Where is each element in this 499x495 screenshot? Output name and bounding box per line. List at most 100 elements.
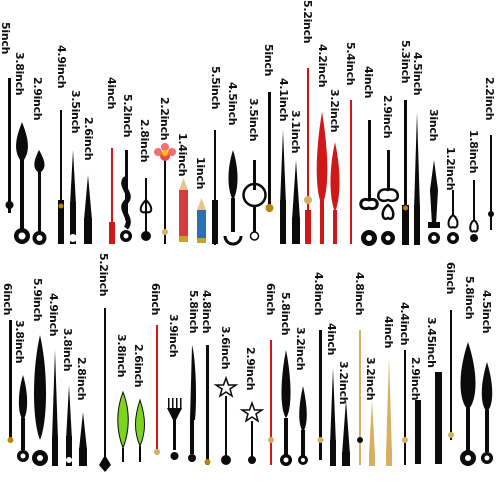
size-label: 3.45inch bbox=[425, 317, 438, 368]
size-label: 3.8inch bbox=[13, 52, 26, 95]
clock-hand bbox=[447, 190, 459, 244]
size-label: 5.2inch bbox=[121, 94, 134, 137]
clock-hand bbox=[415, 400, 421, 464]
flower-icon bbox=[154, 143, 176, 161]
size-label: 2.9inch bbox=[31, 77, 44, 120]
clock-hand bbox=[154, 325, 160, 455]
size-label: 3.2inch bbox=[364, 357, 377, 400]
size-label: 6inch bbox=[1, 283, 14, 315]
size-label: 4.2inch bbox=[316, 44, 329, 87]
clock-hand bbox=[204, 345, 211, 465]
size-label: 6inch bbox=[264, 283, 277, 315]
clock-hand bbox=[317, 330, 324, 460]
clock-hand bbox=[212, 130, 218, 245]
clock-hand bbox=[292, 160, 300, 244]
size-label: 2.2inch bbox=[158, 97, 171, 140]
clock-hand bbox=[223, 150, 243, 246]
size-label: 4.5inch bbox=[226, 82, 239, 125]
bottom-row-hands bbox=[7, 308, 493, 472]
size-label: 5.2inch bbox=[97, 253, 110, 296]
clock-hand bbox=[135, 398, 145, 462]
size-label: 5.8inch bbox=[279, 292, 292, 335]
clock-hand bbox=[7, 320, 14, 443]
size-label: 1.4inch bbox=[176, 133, 189, 176]
size-label: 5.8inch bbox=[463, 276, 476, 319]
clock-hand bbox=[99, 308, 111, 472]
size-label: 2.6inch bbox=[82, 117, 95, 160]
clock-hand bbox=[69, 150, 77, 244]
clock-hand bbox=[117, 390, 129, 462]
clock-hand bbox=[377, 150, 399, 245]
size-label: 4.9inch bbox=[55, 45, 68, 88]
clock-hand bbox=[280, 130, 286, 244]
clock-hand bbox=[84, 175, 92, 244]
size-label: 2.6inch bbox=[132, 344, 145, 387]
size-label: 5.8inch bbox=[187, 290, 200, 333]
clock-hand bbox=[265, 92, 274, 212]
clock-hand bbox=[488, 135, 494, 230]
clock-hand bbox=[460, 342, 476, 466]
pencil-icon bbox=[197, 198, 206, 243]
size-label: 3.8inch bbox=[61, 328, 74, 371]
clock-hand bbox=[242, 160, 267, 241]
clock-hand bbox=[109, 148, 115, 244]
clock-hand bbox=[79, 412, 87, 466]
clock-hand bbox=[435, 372, 442, 464]
size-label: 1.2inch bbox=[444, 147, 457, 190]
clock-hand bbox=[280, 350, 292, 466]
size-label: 4.8inch bbox=[312, 272, 325, 315]
size-label: 2.8inch bbox=[75, 357, 88, 400]
size-label: 3.6inch bbox=[219, 326, 232, 369]
size-label: 4.4inch bbox=[398, 302, 411, 345]
size-label: 3.5inch bbox=[69, 90, 82, 133]
clock-hand bbox=[469, 180, 479, 242]
clock-hand bbox=[239, 400, 265, 464]
size-label: 4inch bbox=[105, 77, 118, 109]
clock-hand bbox=[330, 142, 340, 244]
size-label: 3.2inch bbox=[294, 327, 307, 370]
clock-hand bbox=[357, 330, 363, 465]
size-label: 4.5inch bbox=[480, 290, 493, 333]
size-label: 5.2inch bbox=[301, 0, 314, 43]
clock-hand bbox=[32, 150, 47, 245]
clock-hand bbox=[5, 78, 14, 213]
size-label: 3.9inch bbox=[167, 314, 180, 357]
clock-hand bbox=[17, 375, 29, 462]
clock-hand bbox=[58, 110, 64, 244]
clock-hand bbox=[213, 375, 239, 465]
size-label: 3.1inch bbox=[289, 110, 302, 153]
size-label: 6inch bbox=[149, 283, 162, 315]
clock-hand bbox=[14, 122, 30, 244]
size-label: 3.5inch bbox=[247, 98, 260, 141]
size-label: 3.2inch bbox=[328, 89, 341, 132]
clock-hand bbox=[428, 160, 440, 244]
size-label: 1inch bbox=[194, 157, 207, 189]
size-label: 4.1inch bbox=[277, 78, 290, 121]
clock-hand bbox=[481, 362, 493, 464]
clock-hand bbox=[66, 385, 72, 466]
size-label: 2.9inch bbox=[244, 347, 257, 390]
clock-hand bbox=[359, 120, 379, 246]
clock-hand bbox=[316, 112, 328, 244]
clock-hand bbox=[32, 335, 48, 466]
size-label: 6inch bbox=[444, 262, 457, 294]
clock-hand bbox=[139, 178, 153, 241]
clock-hand bbox=[268, 340, 274, 465]
top-row-hands bbox=[5, 68, 494, 246]
top-row-labels: 5inch 3.8inch 2.9inch 4.9inch 3.5inch 2.… bbox=[0, 0, 496, 190]
size-label: 2.9inch bbox=[381, 95, 394, 138]
size-label: 3.8inch bbox=[115, 334, 128, 377]
size-label: 1.8inch bbox=[467, 130, 480, 173]
clock-hand bbox=[342, 400, 350, 466]
size-label: 5inch bbox=[262, 44, 275, 76]
size-label: 5.4inch bbox=[344, 42, 357, 85]
size-label: 4inch bbox=[382, 316, 395, 348]
knife-icon bbox=[188, 345, 196, 462]
size-label: 5.5inch bbox=[209, 66, 222, 109]
size-label: 2.8inch bbox=[138, 119, 151, 162]
size-label: 5.3inch bbox=[399, 40, 412, 83]
clock-hand bbox=[304, 68, 312, 244]
clock-hand bbox=[350, 100, 352, 244]
clock-hand bbox=[386, 358, 392, 466]
